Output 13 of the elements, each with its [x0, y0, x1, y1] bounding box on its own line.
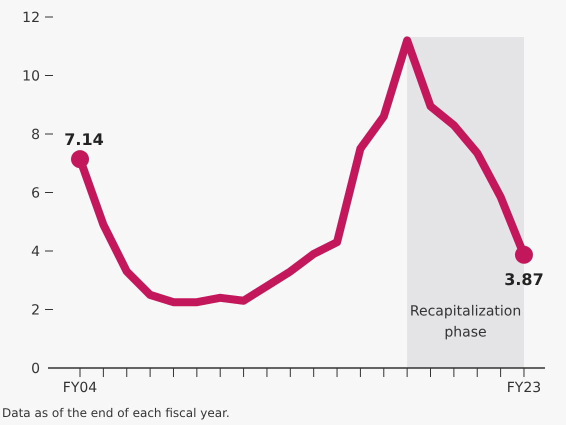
x-tick-label: FY23 [506, 380, 542, 396]
y-tick-label: 2 [31, 302, 40, 318]
y-tick-label: 8 [31, 127, 40, 143]
text: Data as of the end of each fiscal year. [2, 406, 230, 420]
x-tick-label: FY04 [62, 380, 98, 396]
data-label: 3.87 [504, 270, 544, 289]
annotation: Recapitalization phase [410, 303, 522, 340]
y-tick-label: 10 [22, 68, 40, 84]
data-label: 7.14 [64, 130, 104, 150]
y-tick-label: 0 [31, 361, 40, 377]
y-tick-label: 6 [31, 186, 40, 202]
y-tick-label: 4 [31, 244, 40, 260]
y-tick-label: 12 [22, 10, 40, 26]
